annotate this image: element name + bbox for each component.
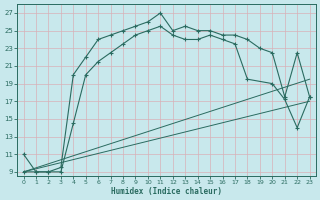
X-axis label: Humidex (Indice chaleur): Humidex (Indice chaleur) [111,187,222,196]
